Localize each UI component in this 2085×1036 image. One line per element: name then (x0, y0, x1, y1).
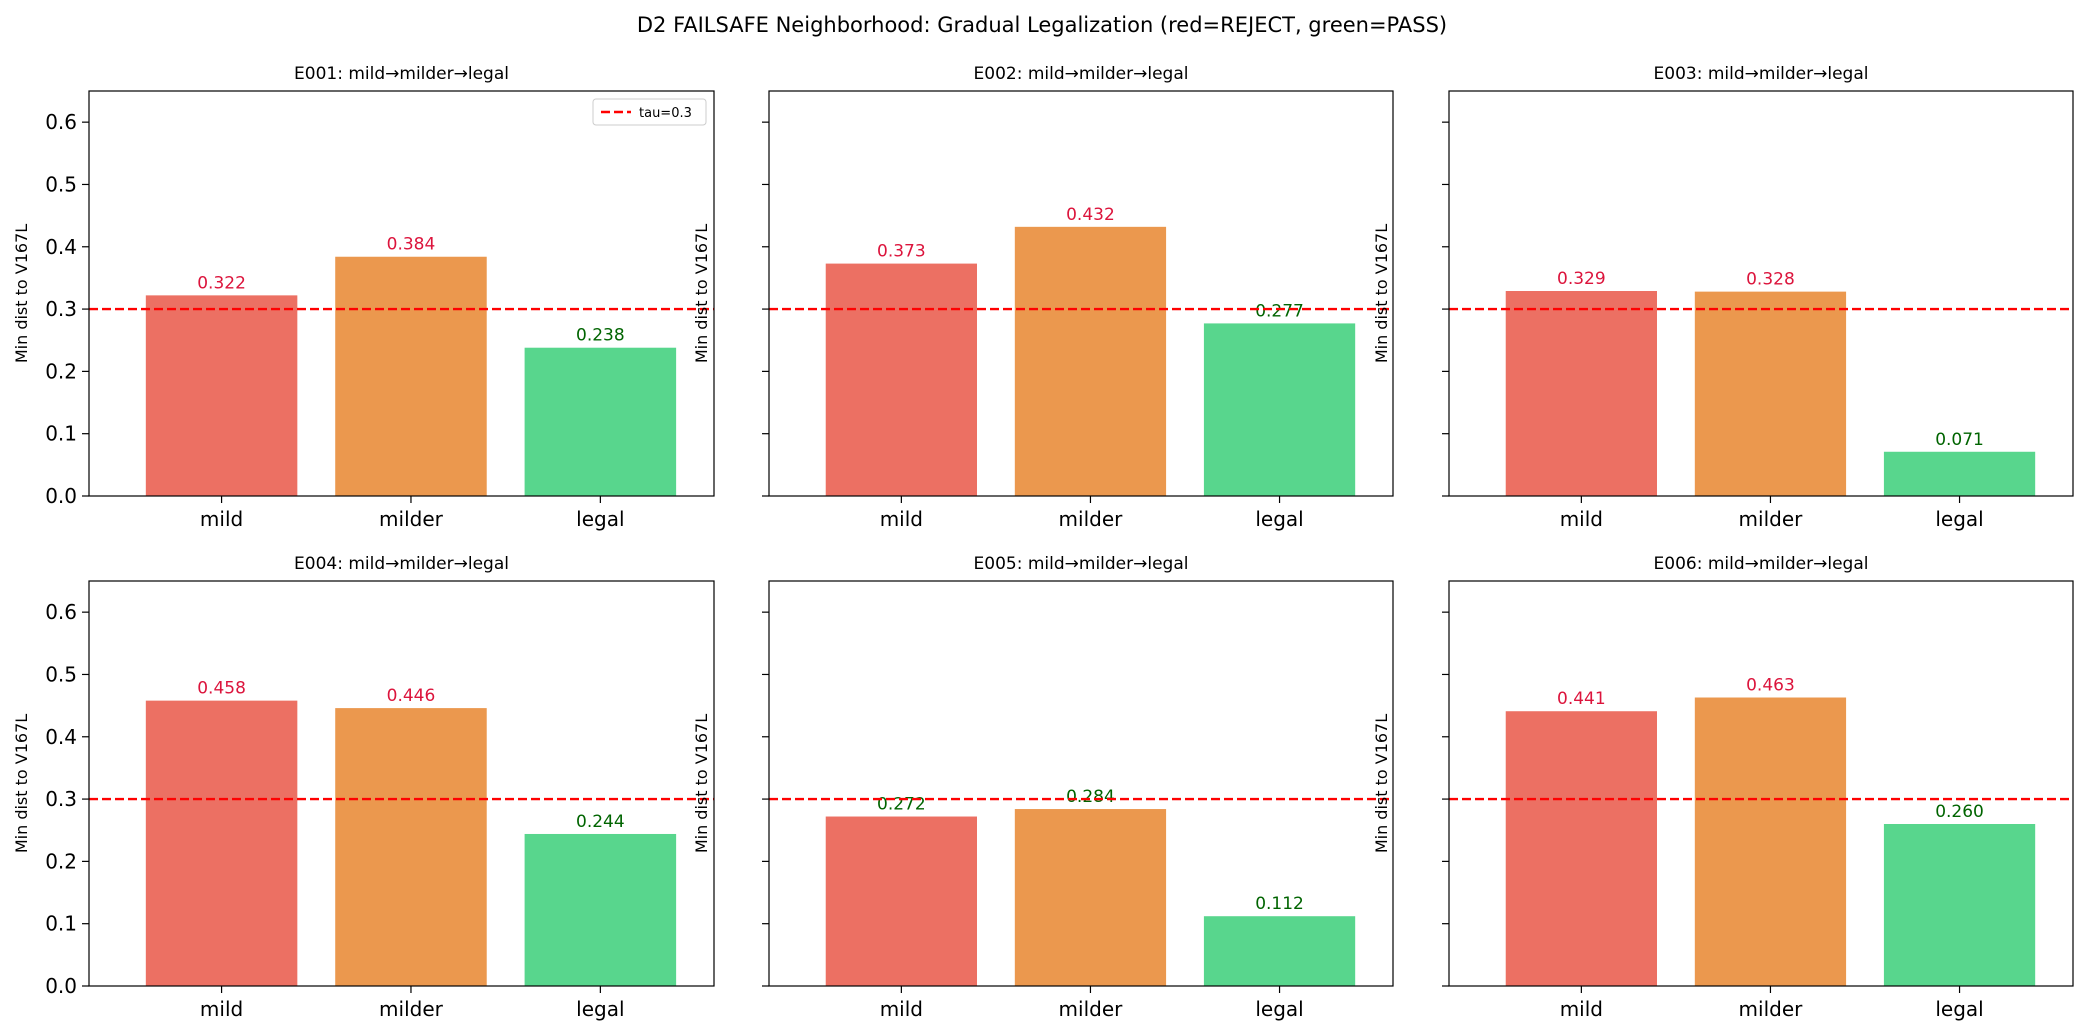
chart-panel-4: E004: mild→milder→legal Min dist to V167L… (12, 554, 715, 1021)
x-tick-label: milder (1059, 507, 1124, 531)
data-label: 0.277 (1255, 301, 1304, 321)
bar-milder (1694, 697, 1847, 986)
y-tick-label: 0.3 (45, 297, 77, 321)
x-tick-label: legal (1255, 507, 1303, 531)
bar-mild (145, 295, 298, 496)
y-axis-label: Min dist to V167L (692, 224, 711, 363)
bar-legal (1883, 824, 2036, 986)
axes-frame (1448, 580, 2074, 987)
bar-legal (1203, 323, 1356, 496)
bar-legal (524, 833, 677, 986)
y-tick-label: 0.5 (45, 662, 77, 686)
data-label: 0.446 (387, 686, 436, 706)
panel-title: E002: mild→milder→legal (974, 64, 1189, 84)
y-axis-label: Min dist to V167L (1372, 714, 1391, 853)
legend-label: tau=0.3 (639, 106, 692, 121)
data-label: 0.284 (1066, 787, 1115, 807)
x-tick-label: milder (1739, 997, 1804, 1021)
bar-mild (825, 816, 977, 986)
y-axis-label: Min dist to V167L (1372, 224, 1391, 363)
data-label: 0.432 (1066, 205, 1115, 225)
y-tick-label: 0.0 (45, 974, 77, 998)
axes-frame (88, 580, 715, 987)
x-tick-label: legal (576, 507, 624, 531)
y-tick-label: 0.0 (45, 484, 77, 508)
y-tick-label: 0.5 (45, 172, 77, 196)
data-label: 0.071 (1935, 430, 1984, 450)
bar-legal (1203, 916, 1356, 986)
panel-title: E005: mild→milder→legal (974, 554, 1189, 574)
data-label: 0.463 (1746, 676, 1795, 696)
panels: E001: mild→milder→legal Min dist to V167L… (12, 64, 2074, 1021)
bar-milder (1014, 226, 1167, 497)
chart-panel-3: E003: mild→milder→legal Min dist to V167L… (1372, 64, 2074, 531)
y-tick-label: 0.4 (45, 235, 77, 259)
y-tick-label: 0.6 (45, 110, 77, 134)
panel-title: E006: mild→milder→legal (1654, 554, 1869, 574)
chart-panel-1: E001: mild→milder→legal Min dist to V167L… (12, 64, 715, 531)
legend-box (592, 98, 707, 126)
data-label: 0.322 (197, 273, 246, 293)
x-tick-label: milder (1739, 507, 1804, 531)
data-label: 0.329 (1557, 269, 1606, 289)
y-tick-label: 0.2 (45, 359, 77, 383)
y-tick-label: 0.4 (45, 725, 77, 749)
y-tick-label: 0.1 (45, 912, 77, 936)
data-label: 0.260 (1935, 802, 1984, 822)
bar-milder (335, 708, 487, 986)
data-label: 0.112 (1255, 894, 1304, 914)
bar-legal (1883, 451, 2036, 496)
bar-mild (1505, 291, 1657, 496)
bar-legal (524, 347, 677, 496)
panel-title: E004: mild→milder→legal (294, 554, 509, 574)
chart-panel-5: E005: mild→milder→legal Min dist to V167L… (692, 554, 1394, 1021)
axes-frame (88, 90, 715, 497)
x-tick-label: legal (576, 997, 624, 1021)
x-tick-label: mild (200, 997, 243, 1021)
chart-panel-6: E006: mild→milder→legal Min dist to V167L… (1372, 554, 2074, 1021)
x-tick-label: mild (1560, 507, 1603, 531)
y-tick-label: 0.1 (45, 422, 77, 446)
bar-milder (1694, 291, 1847, 496)
data-label: 0.328 (1746, 270, 1795, 290)
bar-milder (335, 256, 487, 496)
x-tick-label: legal (1935, 507, 1983, 531)
data-label: 0.384 (387, 235, 436, 255)
x-tick-label: legal (1255, 997, 1303, 1021)
x-tick-label: milder (1059, 997, 1124, 1021)
data-label: 0.441 (1557, 689, 1606, 709)
axes-frame (768, 580, 1394, 987)
y-axis-label: Min dist to V167L (692, 714, 711, 853)
data-label: 0.238 (576, 326, 625, 346)
y-axis-label: Min dist to V167L (12, 224, 31, 363)
x-tick-label: milder (379, 997, 444, 1021)
x-tick-label: mild (200, 507, 243, 531)
bar-mild (145, 700, 298, 986)
panel-title: E001: mild→milder→legal (294, 64, 509, 84)
y-tick-label: 0.2 (45, 849, 77, 873)
x-tick-label: mild (1560, 997, 1603, 1021)
data-label: 0.272 (877, 795, 926, 815)
y-tick-label: 0.3 (45, 787, 77, 811)
axes-frame (768, 90, 1394, 497)
x-tick-label: legal (1935, 997, 1983, 1021)
bar-mild (1505, 711, 1657, 986)
y-axis-label: Min dist to V167L (12, 714, 31, 853)
figure-title: D2 FAILSAFE Neighborhood: Gradual Legali… (637, 13, 1447, 37)
chart-panel-2: E002: mild→milder→legal Min dist to V167L… (692, 64, 1394, 531)
data-label: 0.244 (576, 812, 625, 832)
axes-frame (1448, 90, 2074, 497)
x-tick-label: mild (880, 997, 923, 1021)
bar-milder (1014, 809, 1167, 986)
x-tick-label: mild (880, 507, 923, 531)
data-label: 0.373 (877, 242, 926, 262)
y-tick-label: 0.6 (45, 600, 77, 624)
x-tick-label: milder (379, 507, 444, 531)
panel-title: E003: mild→milder→legal (1654, 64, 1869, 84)
data-label: 0.458 (197, 679, 246, 699)
legend: tau=0.3 (592, 98, 707, 126)
bar-mild (825, 263, 977, 496)
